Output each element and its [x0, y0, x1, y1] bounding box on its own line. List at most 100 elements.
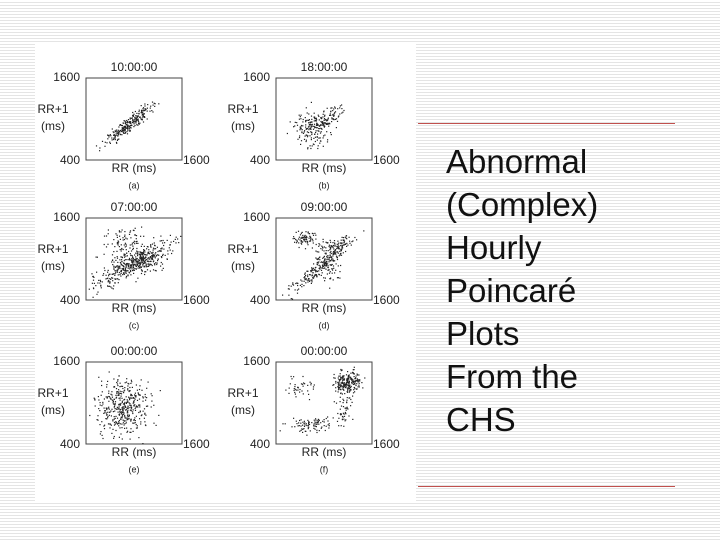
scatter-dot [319, 267, 321, 269]
scatter-dot [138, 265, 140, 267]
scatter-dot [116, 278, 118, 280]
scatter-dot [154, 105, 156, 107]
scatter-dot [324, 122, 326, 124]
scatter-dot [323, 126, 325, 128]
scatter-dot [124, 389, 126, 391]
scatter-dot [298, 137, 301, 139]
scatter-dot [301, 131, 303, 133]
scatter-dot [121, 130, 123, 133]
scatter-dot [149, 264, 151, 266]
scatter-dot [308, 125, 310, 127]
scatter-dot [303, 235, 306, 237]
scatter-dot [338, 425, 340, 427]
scatter-dot [358, 386, 360, 388]
scatter-dot [117, 242, 119, 244]
scatter-dot [297, 284, 299, 287]
scatter-dot [132, 245, 134, 247]
scatter-dot [140, 260, 142, 262]
scatter-dot [111, 139, 113, 141]
scatter-dot [308, 119, 310, 121]
scatter-dot [319, 124, 321, 127]
scatter-dot [350, 378, 352, 380]
scatter-dot [115, 141, 118, 143]
scatter-dot [299, 388, 301, 391]
scatter-dot [117, 379, 119, 381]
scatter-dot [115, 394, 117, 396]
scatter-dot [146, 387, 148, 389]
scatter-dot [147, 104, 149, 106]
scatter-dot [332, 269, 334, 271]
scatter-dot [341, 245, 343, 247]
scatter-dot [350, 372, 352, 374]
scatter-dot [343, 239, 345, 241]
scatter-dot [130, 270, 132, 272]
scatter-dot [134, 254, 136, 256]
scatter-dot [349, 384, 351, 386]
scatter-dot [132, 115, 135, 117]
scatter-dot [307, 281, 309, 283]
scatter-dot [116, 391, 118, 393]
scatter-dot [340, 245, 342, 247]
scatter-dot [318, 264, 320, 266]
scatter-dot [144, 261, 146, 263]
scatter-dot [314, 273, 316, 276]
scatter-dot [124, 382, 126, 384]
scatter-dot [356, 373, 358, 375]
scatter-dot [121, 128, 124, 130]
scatter-dot [333, 253, 335, 255]
scatter-dot [118, 421, 120, 423]
scatter-dot [330, 107, 332, 109]
scatter-dot [151, 252, 153, 254]
scatter-dot [118, 231, 121, 233]
scatter-dot [328, 261, 330, 263]
scatter-dot [151, 101, 154, 103]
scatter-dot [125, 381, 128, 383]
scatter-dot [137, 242, 139, 244]
scatter-dot [103, 425, 105, 427]
scatter-dot [133, 269, 135, 271]
scatter-dot [142, 263, 144, 266]
scatter-dot [109, 423, 111, 426]
scatter-dot [339, 254, 341, 256]
scatter-dot [108, 414, 110, 416]
scatter-dot [126, 259, 128, 261]
scatter-dot [136, 240, 138, 242]
scatter-dot [290, 375, 292, 378]
scatter-dot [118, 425, 120, 427]
scatter-dot [330, 245, 332, 247]
scatter-dot [136, 251, 138, 253]
scatter-dot [123, 392, 125, 394]
scatter-dot [339, 107, 341, 109]
scatter-dot [116, 236, 118, 238]
scatter-dot [160, 265, 162, 267]
scatter-dot [128, 121, 130, 123]
scatter-dot [346, 378, 348, 380]
scatter-dot [92, 275, 94, 277]
scatter-dot [333, 248, 335, 250]
scatter-dot [130, 270, 132, 273]
scatter-dot [114, 139, 116, 141]
scatter-dot [304, 272, 306, 274]
scatter-dot [124, 235, 126, 238]
scatter-dot [307, 428, 309, 430]
scatter-dot [106, 142, 108, 144]
scatter-dot [340, 385, 342, 387]
scatter-dot [337, 244, 339, 246]
scatter-dot [115, 132, 117, 134]
scatter-dot [120, 250, 122, 252]
scatter-dot [124, 128, 126, 130]
scatter-dot [339, 413, 341, 415]
scatter-dot [118, 126, 120, 128]
scatter-dot [132, 115, 134, 117]
scatter-dot [348, 383, 350, 385]
scatter-dot [142, 260, 144, 262]
scatter-dot [125, 132, 127, 134]
scatter-dot [307, 231, 309, 233]
scatter-dot [354, 380, 356, 382]
scatter-dot [341, 248, 343, 250]
scatter-dot [108, 136, 110, 138]
scatter-dot [128, 125, 130, 127]
scatter-dot [148, 258, 150, 260]
scatter-dot [92, 279, 95, 281]
scatter-dot [126, 407, 128, 409]
